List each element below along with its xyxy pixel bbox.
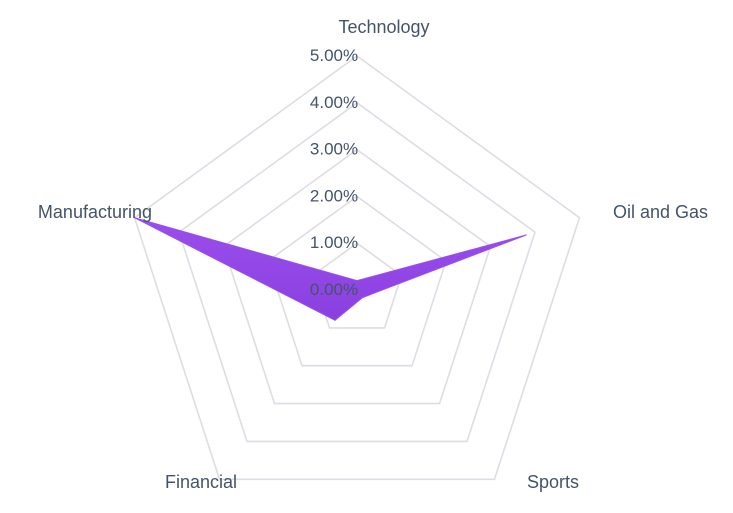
category-label-technology: Technology xyxy=(338,17,429,37)
tick-label-4: 4.00% xyxy=(310,93,358,112)
data-point-sports xyxy=(362,297,363,299)
category-label-oil-and-gas: Oil and Gas xyxy=(613,202,708,222)
grid-ring-3 xyxy=(222,148,492,405)
tick-label-3: 3.00% xyxy=(310,140,358,159)
data-point-manufacturing xyxy=(134,217,135,219)
tick-label-2: 2.00% xyxy=(310,186,358,205)
grid-ring-4 xyxy=(178,101,536,443)
data-point-technology xyxy=(356,280,358,282)
tick-label-1: 1.00% xyxy=(310,233,358,252)
series-layer xyxy=(134,217,527,321)
data-point-financial xyxy=(334,319,336,321)
tick-label-5: 5.00% xyxy=(310,46,358,65)
category-label-layer: Technology Oil and Gas Sports Financial Manu… xyxy=(38,17,708,492)
grid-ring-2 xyxy=(267,195,447,367)
grid-layer xyxy=(133,55,581,481)
category-label-manufacturing: Manufacturing xyxy=(38,202,152,222)
category-label-sports: Sports xyxy=(527,472,579,492)
data-point-oil-and-gas xyxy=(525,234,527,236)
tick-label-0: 0.00% xyxy=(310,280,358,299)
tick-label-layer: 0.00% 1.00% 2.00% 3.00% 4.00% 5.00% xyxy=(310,46,358,299)
series-area-1 xyxy=(134,217,527,321)
grid-ring-5 xyxy=(133,55,581,481)
category-label-financial: Financial xyxy=(165,472,237,492)
